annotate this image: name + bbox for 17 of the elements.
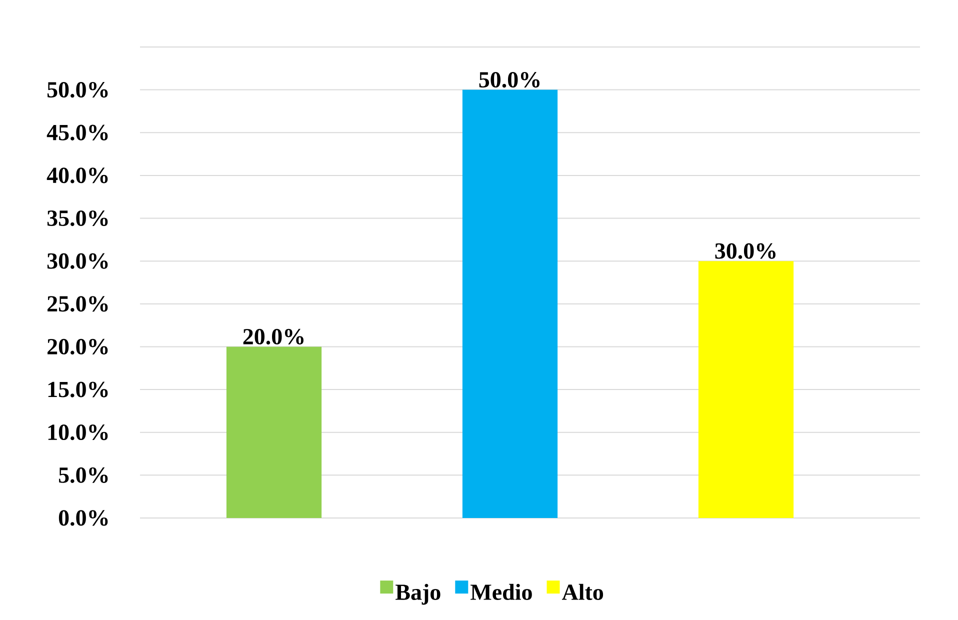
y-tick-label: 15.0% [48, 382, 108, 398]
y-tick-label: 20.0% [48, 338, 108, 355]
y-tick-label: 45.0% [46, 124, 108, 140]
data-label: 20.0% [243, 328, 304, 345]
data-label: 50.0% [479, 72, 540, 88]
y-tick-label: 40.0% [46, 168, 108, 184]
y-tick-label: 10.0% [48, 424, 108, 440]
y-tick-label: 5.0% [58, 467, 108, 483]
y-tick-label: 30.0% [47, 253, 108, 269]
y-tick-label: 0.0% [58, 510, 108, 526]
y-tick-label: 50.0% [47, 82, 108, 98]
data-label: 30.0% [715, 243, 776, 259]
y-tick-label: 25.0% [48, 296, 108, 312]
legend-label: Medio [470, 584, 532, 600]
legend-label: Bajo [396, 584, 440, 605]
legend-label: Alto [562, 584, 604, 600]
y-tick-label: 35.0% [47, 210, 108, 226]
